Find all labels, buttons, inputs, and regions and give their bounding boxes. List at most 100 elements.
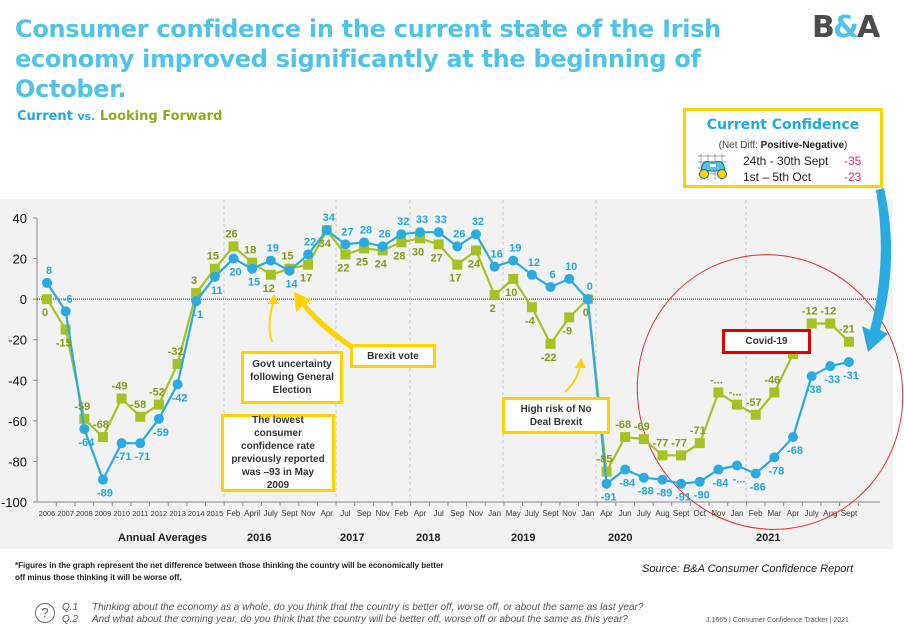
forward-point: [415, 233, 425, 244]
x-tick-label: Apr: [600, 509, 613, 518]
x-tick-label: Apr: [321, 509, 334, 518]
current-point: [750, 468, 761, 479]
x-tick-label: Mar: [767, 509, 781, 518]
x-tick-label: Sept: [542, 509, 559, 518]
current-point: [843, 357, 854, 368]
current-point: [769, 452, 780, 463]
current-point: [97, 474, 108, 485]
current-data-label: -90: [694, 490, 710, 502]
forward-point: [135, 411, 146, 422]
current-data-label: -33: [824, 374, 840, 386]
legend-title: Current Confidence: [706, 117, 860, 133]
forward-data-label: 24: [468, 258, 481, 270]
current-point: [284, 265, 295, 276]
current-point: [657, 474, 668, 485]
forward-point: [228, 241, 239, 252]
forward-data-label: -32: [168, 346, 184, 358]
current-point: [415, 227, 425, 238]
forward-data-label: -12: [802, 305, 818, 317]
footnote: *Figures in the graph represent the net …: [15, 561, 444, 582]
current-data-label: 19: [509, 243, 521, 255]
current-point: [694, 476, 705, 487]
forward-data-label: 15: [281, 251, 293, 263]
group-label-2018: 2018: [416, 532, 441, 544]
current-point: [265, 255, 276, 266]
legend-row-period-1: 24th - 30th Sept: [743, 154, 829, 168]
forward-series-line: [46, 229, 850, 473]
x-tick-label: Feb: [749, 509, 763, 518]
current-point: [396, 229, 407, 240]
x-tick-label: Nov: [562, 509, 576, 518]
current-data-label: 12: [528, 257, 540, 269]
binoculars-icon: [698, 154, 727, 180]
x-tick-label: Oct: [694, 509, 707, 518]
forward-data-label: 0: [42, 307, 48, 319]
current-point: [153, 413, 164, 424]
x-tick-label: 2015: [207, 509, 224, 518]
x-tick-label: Aug: [655, 509, 669, 518]
current-point: [601, 478, 612, 489]
forward-data-label: -46: [764, 374, 780, 386]
current-point: [470, 229, 481, 240]
brand-logo: B&A: [812, 10, 880, 45]
forward-point: [601, 466, 612, 477]
current-data-label: -38: [806, 384, 822, 396]
current-point: [60, 306, 71, 317]
x-tick-label: Sep: [450, 509, 465, 518]
current-point: [433, 227, 444, 238]
current-data-label: -78: [768, 465, 784, 477]
forward-data-label: 26: [225, 228, 237, 240]
forward-point: [694, 438, 705, 449]
y-tick-label: -60: [8, 414, 27, 429]
y-tick-label: 0: [20, 292, 27, 307]
current-data-label: -71: [134, 451, 150, 463]
logo-b: B: [812, 10, 835, 45]
forward-data-label: 34: [319, 238, 332, 250]
forward-data-label: -12: [820, 305, 836, 317]
forward-point: [545, 338, 556, 349]
question-2-number: Q.2: [62, 614, 79, 625]
x-tick-label: Jul: [340, 509, 350, 518]
current-data-label: -91: [675, 492, 691, 504]
legend-row-period-2: 1st – 5th Oct: [743, 170, 812, 184]
forward-point: [153, 399, 164, 410]
current-data-label: -71: [116, 451, 132, 463]
current-data-label: 19: [267, 243, 279, 255]
govt-arrowhead: [268, 294, 279, 304]
current-point: [452, 241, 463, 252]
legend-sub-suffix: ): [844, 140, 848, 151]
x-tick-label: Sept: [281, 509, 298, 518]
current-point: [806, 371, 817, 382]
current-data-label: -64: [78, 437, 95, 449]
forward-data-label: 17: [300, 273, 312, 285]
forward-data-label: 28: [393, 250, 405, 262]
x-tick-label: 2013: [169, 509, 186, 518]
no-deal-arrow: [564, 365, 581, 393]
x-tick-label: Aug: [823, 509, 837, 518]
forward-data-label: -85: [597, 454, 613, 466]
forward-point: [620, 432, 631, 443]
current-data-label: 10: [565, 261, 577, 273]
current-point: [303, 249, 314, 260]
current-data-label: 26: [453, 228, 465, 240]
x-tick-label: 2006: [39, 509, 56, 518]
current-data-label: 34: [323, 212, 336, 224]
forward-point: [564, 312, 575, 323]
question-1-number: Q.1: [62, 602, 79, 613]
source-label: Source: B&A Consumer Confidence Report: [642, 563, 854, 575]
current-point: [582, 294, 593, 305]
x-tick-label: Jan: [581, 509, 594, 518]
forward-point: [732, 399, 743, 410]
forward-data-label: 27: [431, 252, 443, 264]
question-2-text: And what about the coming year, do you t…: [92, 614, 628, 625]
x-tick-label: July: [264, 509, 278, 518]
current-point: [825, 361, 836, 372]
forward-data-label: -49: [112, 381, 128, 393]
forward-point: [806, 318, 817, 329]
y-tick-label: 20: [13, 252, 27, 267]
current-point: [340, 239, 351, 250]
current-point: [638, 472, 649, 483]
forward-point: [79, 413, 90, 424]
current-data-label: -88: [638, 486, 654, 498]
